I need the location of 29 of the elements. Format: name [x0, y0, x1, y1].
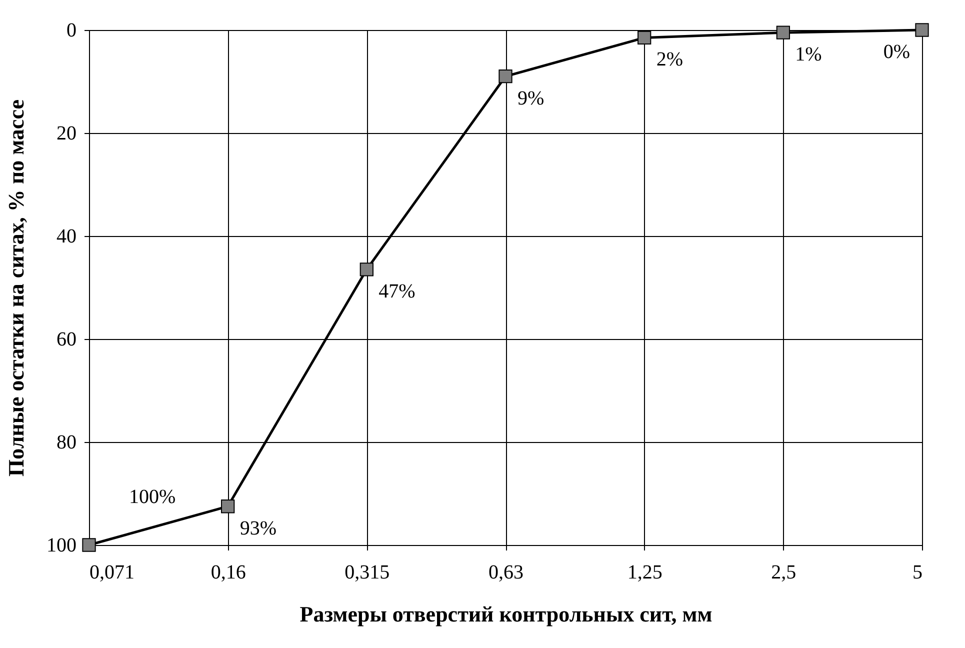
point [638, 30, 652, 45]
x-tick-label: 2,5 [771, 562, 796, 584]
y-tick-label: 0 [66, 20, 76, 42]
y-tick-label: 100 [46, 534, 76, 556]
data-label: 0% [883, 41, 910, 63]
point [221, 500, 235, 514]
y-tick-label: 20 [56, 122, 76, 144]
x-tick-label: 0,16 [210, 562, 246, 584]
x-axis-title: Размеры отверстий контрольных сит, мм [300, 602, 712, 626]
y-tick-label: 60 [56, 328, 76, 350]
y-axis-title: Полные остатки на ситах, % по массе [4, 99, 28, 476]
x-tick-label: 0,315 [344, 562, 390, 584]
point [776, 26, 790, 40]
point [915, 23, 929, 37]
data-label: 100% [129, 486, 176, 508]
y-tick-label: 40 [56, 226, 76, 248]
data-label: 93% [240, 517, 277, 540]
x-tick-label: 5 [912, 562, 922, 584]
x-tick-label: 1,25 [627, 562, 662, 584]
data-label: 47% [378, 280, 416, 302]
data-label: 9% [518, 87, 544, 110]
point [82, 538, 96, 552]
point [498, 70, 512, 84]
x-tick-label: 0,071 [90, 562, 134, 584]
x-tick-label: 0,63 [488, 562, 524, 584]
point [360, 262, 374, 276]
data-label: 1% [795, 44, 822, 66]
y-tick-label: 80 [56, 432, 76, 454]
data-label: 2% [656, 48, 684, 71]
